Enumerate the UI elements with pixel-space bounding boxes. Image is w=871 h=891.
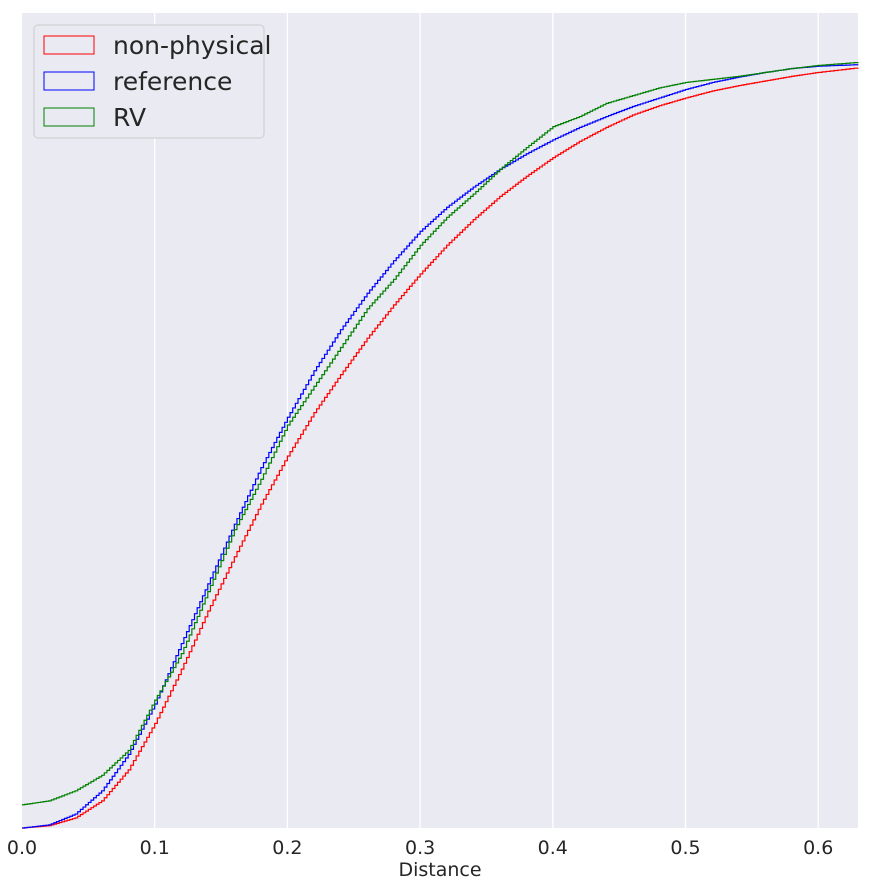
x-tick-label-1: 0.1 — [140, 837, 170, 859]
legend-swatch-non-physical — [43, 35, 95, 55]
legend: non-physical reference RV — [33, 24, 272, 139]
x-tick-label-5: 0.5 — [670, 837, 700, 859]
legend-label-non-physical: non-physical — [113, 31, 272, 60]
legend-label-rv: RV — [113, 103, 146, 132]
x-tick-label-2: 0.2 — [272, 837, 302, 859]
x-tick-label-6: 0.6 — [803, 837, 833, 859]
legend-label-reference: reference — [113, 67, 232, 96]
legend-box — [33, 24, 265, 139]
x-tick-label-4: 0.4 — [538, 837, 568, 859]
series-line-rv — [22, 62, 859, 806]
legend-swatch-rv — [43, 107, 95, 127]
x-tick-label-3: 0.3 — [405, 837, 435, 859]
x-tick-labels: 0.0 0.1 0.2 0.3 0.4 0.5 0.6 — [7, 837, 833, 859]
x-axis-label: Distance — [398, 859, 481, 881]
x-tick-label-0: 0.0 — [7, 837, 37, 859]
series-lines — [22, 62, 859, 829]
series-line-non-physical — [22, 67, 859, 829]
legend-swatch-reference — [43, 71, 95, 91]
